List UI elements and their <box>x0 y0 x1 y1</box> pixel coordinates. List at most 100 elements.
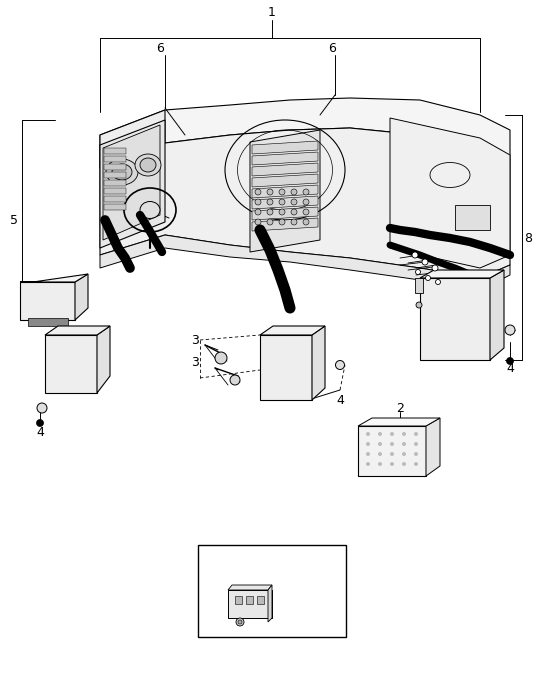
Circle shape <box>378 452 382 456</box>
Circle shape <box>366 462 370 466</box>
Polygon shape <box>260 326 325 335</box>
Circle shape <box>279 189 285 195</box>
Text: 1: 1 <box>268 7 276 20</box>
Circle shape <box>303 209 309 215</box>
FancyBboxPatch shape <box>104 148 126 154</box>
Circle shape <box>390 462 394 466</box>
Polygon shape <box>75 274 88 320</box>
Polygon shape <box>252 207 318 220</box>
FancyBboxPatch shape <box>257 596 264 604</box>
Circle shape <box>390 452 394 456</box>
Circle shape <box>336 361 344 369</box>
Polygon shape <box>390 118 510 268</box>
Circle shape <box>291 219 297 225</box>
Circle shape <box>303 189 309 195</box>
FancyBboxPatch shape <box>28 318 68 326</box>
Circle shape <box>426 275 431 281</box>
Ellipse shape <box>140 158 156 172</box>
Text: 5: 5 <box>10 213 18 227</box>
Polygon shape <box>103 125 160 240</box>
Circle shape <box>238 620 242 624</box>
Ellipse shape <box>135 154 161 176</box>
Polygon shape <box>420 270 504 278</box>
Circle shape <box>291 189 297 195</box>
Circle shape <box>390 432 394 436</box>
Text: 6: 6 <box>328 42 336 55</box>
Circle shape <box>291 199 297 205</box>
Polygon shape <box>252 185 318 198</box>
Circle shape <box>416 302 422 308</box>
FancyBboxPatch shape <box>104 180 126 186</box>
FancyBboxPatch shape <box>104 164 126 170</box>
Circle shape <box>505 325 515 335</box>
Polygon shape <box>250 130 320 252</box>
Polygon shape <box>490 270 504 360</box>
Circle shape <box>366 442 370 446</box>
FancyBboxPatch shape <box>246 596 253 604</box>
Polygon shape <box>97 326 110 393</box>
FancyBboxPatch shape <box>45 335 97 393</box>
Polygon shape <box>100 110 165 168</box>
Circle shape <box>414 432 418 436</box>
FancyBboxPatch shape <box>198 545 346 637</box>
FancyBboxPatch shape <box>235 596 242 604</box>
FancyBboxPatch shape <box>415 278 423 293</box>
FancyBboxPatch shape <box>104 188 126 194</box>
Circle shape <box>255 209 261 215</box>
Ellipse shape <box>140 201 160 219</box>
Circle shape <box>279 209 285 215</box>
Polygon shape <box>252 141 318 154</box>
Polygon shape <box>100 235 510 290</box>
Polygon shape <box>252 163 318 176</box>
Circle shape <box>279 199 285 205</box>
Polygon shape <box>228 585 272 590</box>
Circle shape <box>37 419 44 427</box>
Circle shape <box>303 219 309 225</box>
Polygon shape <box>312 326 325 400</box>
Text: 7: 7 <box>267 557 275 569</box>
Ellipse shape <box>112 164 132 180</box>
Text: 3: 3 <box>191 334 199 347</box>
Polygon shape <box>252 218 318 231</box>
Circle shape <box>414 442 418 446</box>
Circle shape <box>267 189 273 195</box>
FancyBboxPatch shape <box>228 590 272 618</box>
Circle shape <box>37 403 47 413</box>
Circle shape <box>236 618 244 626</box>
Circle shape <box>255 189 261 195</box>
FancyBboxPatch shape <box>358 426 426 476</box>
FancyBboxPatch shape <box>104 172 126 178</box>
FancyBboxPatch shape <box>20 282 75 320</box>
Circle shape <box>291 209 297 215</box>
Circle shape <box>435 279 440 285</box>
Polygon shape <box>20 274 88 282</box>
Polygon shape <box>100 120 165 248</box>
Text: 4: 4 <box>336 394 344 406</box>
Circle shape <box>267 199 273 205</box>
Circle shape <box>412 252 418 258</box>
Circle shape <box>415 269 421 275</box>
Polygon shape <box>100 98 510 168</box>
Circle shape <box>255 219 261 225</box>
Circle shape <box>303 199 309 205</box>
Polygon shape <box>268 585 272 622</box>
Text: 6: 6 <box>156 42 164 55</box>
Circle shape <box>366 432 370 436</box>
Text: 8: 8 <box>524 232 532 244</box>
Polygon shape <box>252 174 318 187</box>
Circle shape <box>390 442 394 446</box>
Polygon shape <box>252 152 318 165</box>
Circle shape <box>432 265 438 271</box>
Polygon shape <box>358 418 440 426</box>
FancyBboxPatch shape <box>104 156 126 162</box>
Text: 4: 4 <box>36 425 44 439</box>
Circle shape <box>215 352 227 364</box>
Circle shape <box>279 219 285 225</box>
FancyBboxPatch shape <box>420 278 490 360</box>
Circle shape <box>366 452 370 456</box>
Polygon shape <box>252 196 318 209</box>
Circle shape <box>414 452 418 456</box>
Circle shape <box>230 375 240 385</box>
Polygon shape <box>100 128 510 278</box>
FancyBboxPatch shape <box>260 335 312 400</box>
